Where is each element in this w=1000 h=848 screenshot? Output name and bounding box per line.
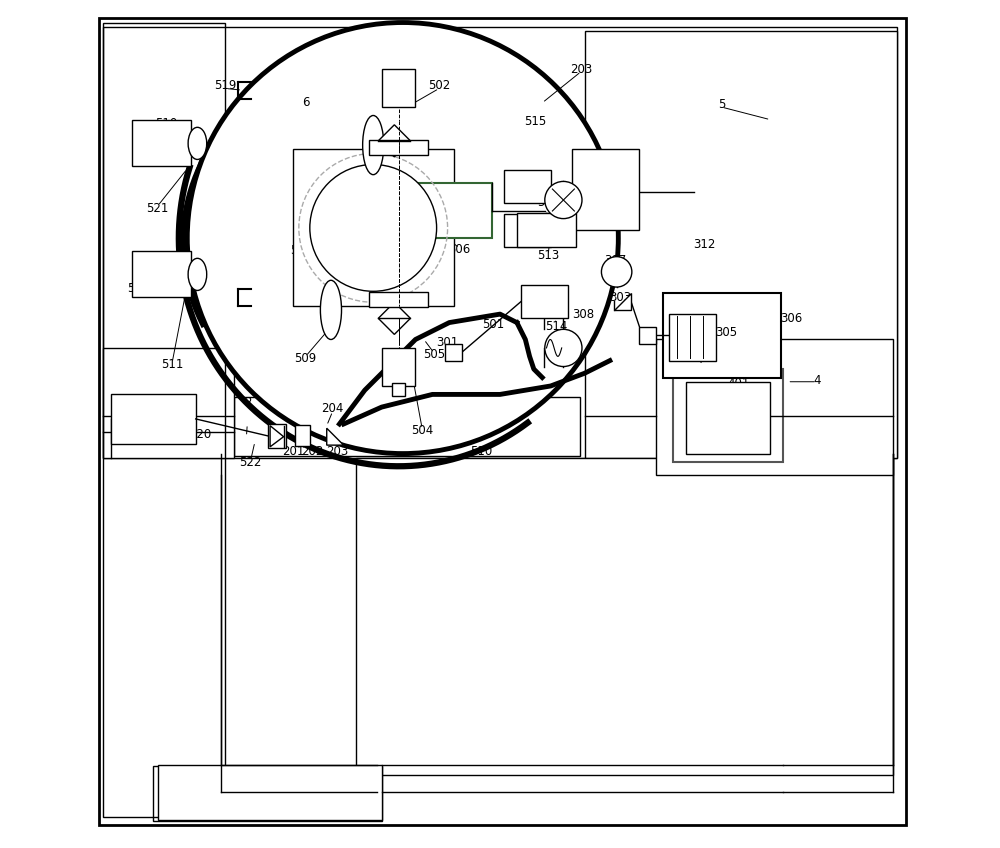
Text: 520: 520 bbox=[189, 428, 211, 442]
Text: 308: 308 bbox=[573, 308, 595, 321]
Bar bbox=[639, 326, 656, 343]
Text: 1: 1 bbox=[177, 416, 184, 429]
Bar bbox=[673, 369, 783, 462]
Text: 307: 307 bbox=[605, 254, 627, 267]
Bar bbox=[517, 213, 576, 247]
Polygon shape bbox=[378, 302, 410, 334]
Text: 519: 519 bbox=[214, 80, 236, 92]
Polygon shape bbox=[327, 428, 344, 445]
Bar bbox=[234, 397, 580, 456]
Bar bbox=[111, 393, 196, 444]
Text: 204: 204 bbox=[321, 402, 344, 416]
Bar bbox=[663, 293, 781, 377]
Text: 521: 521 bbox=[146, 202, 169, 215]
Bar bbox=[293, 149, 454, 305]
Circle shape bbox=[310, 165, 437, 292]
Bar bbox=[103, 27, 897, 458]
Bar bbox=[669, 314, 716, 360]
Text: 515: 515 bbox=[524, 115, 547, 128]
Polygon shape bbox=[378, 125, 410, 157]
Bar bbox=[377, 183, 492, 238]
Text: 2: 2 bbox=[244, 396, 252, 410]
Text: 203: 203 bbox=[327, 444, 349, 458]
Circle shape bbox=[187, 23, 618, 454]
Ellipse shape bbox=[188, 259, 207, 291]
Bar bbox=[158, 765, 382, 819]
Text: 305: 305 bbox=[715, 326, 738, 339]
Bar bbox=[504, 215, 551, 247]
Bar bbox=[382, 348, 415, 386]
Bar bbox=[356, 458, 893, 775]
Text: 510: 510 bbox=[155, 117, 177, 131]
Text: 402: 402 bbox=[673, 334, 695, 347]
Bar bbox=[369, 140, 428, 155]
Text: 509: 509 bbox=[294, 353, 317, 365]
Text: 3: 3 bbox=[386, 230, 394, 243]
Bar bbox=[153, 767, 382, 821]
Bar bbox=[382, 69, 415, 107]
Text: 310: 310 bbox=[529, 185, 552, 198]
Text: 507: 507 bbox=[127, 282, 149, 295]
Polygon shape bbox=[270, 426, 284, 447]
Bar bbox=[445, 343, 462, 360]
Text: 504: 504 bbox=[411, 424, 433, 438]
Text: 311: 311 bbox=[403, 208, 425, 220]
Text: 522: 522 bbox=[239, 455, 262, 469]
Text: 5: 5 bbox=[718, 98, 725, 111]
Bar bbox=[268, 424, 286, 448]
Text: 514: 514 bbox=[545, 321, 568, 333]
Text: 503: 503 bbox=[411, 157, 433, 170]
Text: 309: 309 bbox=[529, 217, 552, 230]
Text: 512: 512 bbox=[537, 196, 559, 209]
Text: 502: 502 bbox=[428, 80, 450, 92]
Bar bbox=[132, 251, 191, 297]
Bar bbox=[656, 339, 893, 475]
Text: 202: 202 bbox=[301, 444, 324, 458]
Text: 203: 203 bbox=[570, 63, 592, 75]
Text: 511: 511 bbox=[161, 359, 183, 371]
Polygon shape bbox=[614, 293, 631, 310]
Text: 4: 4 bbox=[813, 374, 821, 387]
Text: 401: 401 bbox=[727, 377, 750, 390]
Bar bbox=[686, 382, 770, 454]
Text: 201: 201 bbox=[282, 444, 304, 458]
Bar bbox=[132, 120, 191, 166]
Ellipse shape bbox=[188, 127, 207, 159]
Text: 303: 303 bbox=[609, 291, 631, 304]
Bar bbox=[572, 149, 639, 230]
Bar bbox=[369, 293, 428, 307]
Text: 312: 312 bbox=[693, 238, 716, 251]
Bar bbox=[585, 31, 897, 458]
Text: 508: 508 bbox=[290, 244, 312, 257]
Bar bbox=[295, 425, 310, 446]
Circle shape bbox=[601, 257, 632, 287]
Text: 510: 510 bbox=[470, 444, 493, 458]
Bar bbox=[504, 170, 551, 203]
Ellipse shape bbox=[363, 115, 384, 175]
Circle shape bbox=[545, 329, 582, 366]
Text: 506: 506 bbox=[448, 243, 471, 256]
Bar bbox=[103, 23, 225, 817]
Bar bbox=[521, 285, 568, 318]
Text: 306: 306 bbox=[780, 312, 803, 325]
Text: 304: 304 bbox=[677, 329, 699, 342]
Text: 302: 302 bbox=[529, 291, 552, 304]
Text: 501: 501 bbox=[482, 318, 504, 331]
Text: 513: 513 bbox=[537, 249, 559, 262]
Bar bbox=[103, 348, 234, 458]
Text: 6: 6 bbox=[302, 97, 309, 109]
Ellipse shape bbox=[320, 281, 342, 339]
Bar bbox=[392, 383, 405, 396]
Circle shape bbox=[545, 181, 582, 219]
Text: 301: 301 bbox=[436, 336, 459, 349]
Text: 505: 505 bbox=[423, 349, 445, 361]
